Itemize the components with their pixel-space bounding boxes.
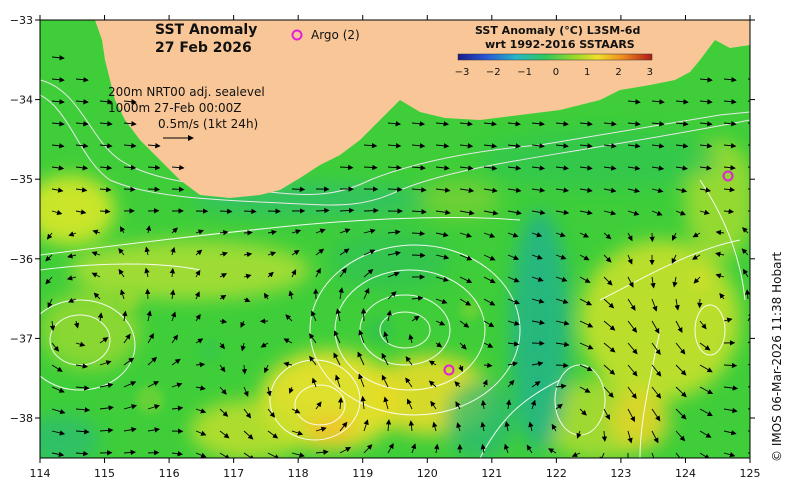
x-tick-label: 125	[740, 467, 761, 480]
x-tick-label: 114	[30, 467, 51, 480]
x-tick-label: 117	[223, 467, 244, 480]
current-arrow	[316, 210, 329, 211]
x-tick-label: 120	[417, 467, 438, 480]
colorbar-tick-label: 3	[647, 67, 653, 78]
colorbar-tick-label: 1	[584, 67, 590, 78]
colorbar-tick-label: 0	[553, 67, 559, 78]
current-arrow	[556, 365, 568, 366]
legend-subtitle: wrt 1992-2016 SSTAARS	[485, 38, 635, 51]
current-arrow	[412, 255, 425, 256]
current-arrow	[388, 189, 402, 190]
current-arrow	[364, 210, 378, 211]
info-vector-scale: 0.5m/s (1kt 24h)	[158, 117, 258, 131]
colorbar-tick-label: −3	[455, 67, 470, 78]
current-arrow	[363, 309, 364, 321]
map-date: 27 Feb 2026	[155, 40, 252, 56]
current-arrow	[100, 211, 110, 212]
info-isobath-1000: 1000m 27-Feb 00:00Z	[108, 101, 242, 115]
current-arrow	[748, 210, 757, 211]
current-arrow	[147, 290, 148, 299]
y-tick-label: −38	[10, 412, 33, 425]
x-tick-label: 119	[352, 467, 373, 480]
y-tick-label: −33	[10, 14, 33, 27]
y-tick-label: −36	[10, 253, 33, 266]
current-arrow	[220, 211, 232, 212]
current-arrow	[148, 452, 159, 453]
current-arrow	[244, 211, 256, 212]
y-tick-label: −35	[10, 173, 33, 186]
x-tick-label: 118	[288, 467, 309, 480]
info-isobath-200: 200m NRT00 adj. sealevel	[108, 85, 265, 99]
x-tick-label: 123	[610, 467, 631, 480]
y-tick-label: −34	[10, 94, 33, 107]
colorbar-tick-label: 2	[615, 67, 621, 78]
y-tick-label: −37	[10, 332, 33, 345]
colorbar	[458, 54, 652, 60]
x-tick-label: 122	[546, 467, 567, 480]
current-arrow	[172, 189, 183, 190]
x-tick-label: 116	[159, 467, 180, 480]
current-arrow	[124, 189, 135, 190]
current-arrow	[244, 232, 252, 233]
colorbar-tick-label: −2	[486, 67, 501, 78]
legend-title: SST Anomaly (°C) L3SM-6d	[475, 24, 640, 37]
map-title: SST Anomaly	[155, 22, 257, 38]
x-tick-label: 121	[481, 467, 502, 480]
colorbar-tick-label: −1	[517, 67, 532, 78]
x-tick-label: 124	[675, 467, 696, 480]
credit-text: © IMOS 06-Mar-2026 11:38 Hobart	[770, 252, 784, 462]
argo-legend-label: Argo (2)	[311, 28, 360, 42]
x-tick-label: 115	[94, 467, 115, 480]
